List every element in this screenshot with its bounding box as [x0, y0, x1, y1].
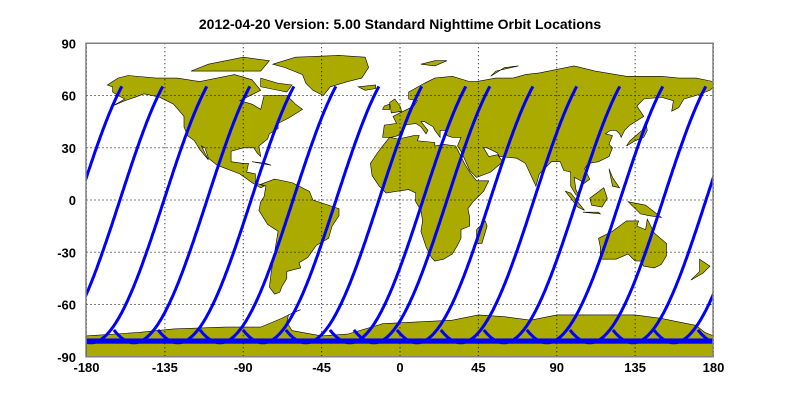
land-sumatra	[564, 190, 585, 211]
orbit-tracks	[0, 85, 800, 345]
figure-title: 2012-04-20 Version: 5.00 Standard Nightt…	[199, 16, 601, 32]
y-axis-ticks: 90 60 30 0 -30 -60 -90	[57, 36, 76, 365]
x-tick-label: 180	[703, 360, 725, 375]
plot-frame	[85, 42, 714, 358]
x-tick-label: -135	[152, 360, 178, 375]
orbit-track	[785, 86, 800, 342]
orbit-track-band	[86, 338, 713, 344]
land-new-guinea	[627, 201, 663, 218]
x-tick-label: 45	[471, 360, 485, 375]
land-britain	[389, 98, 403, 114]
y-tick-label: 90	[62, 36, 76, 51]
land-south-america	[258, 178, 340, 295]
land-new-zealand	[690, 258, 711, 281]
land-arctic-islands	[190, 56, 270, 72]
land-svalbard	[420, 60, 448, 67]
land-cuba	[251, 161, 272, 166]
land-iceland	[357, 84, 376, 91]
orbit-track	[652, 291, 713, 345]
x-tick-label: -90	[234, 360, 253, 375]
land-java	[582, 211, 602, 215]
y-tick-label: -30	[57, 245, 76, 260]
land-philippines	[608, 168, 621, 189]
orbit-track	[86, 85, 165, 299]
y-tick-label: 0	[69, 193, 76, 208]
x-tick-label: 90	[550, 360, 564, 375]
land-eurasia	[382, 65, 713, 198]
land-madagascar	[476, 220, 488, 244]
x-tick-label: 0	[396, 360, 403, 375]
x-tick-label: -180	[73, 360, 99, 375]
land-novaya-zemlya	[490, 65, 519, 77]
y-tick-label: -60	[57, 298, 76, 313]
land-borneo	[589, 187, 608, 208]
x-tick-label: 135	[624, 360, 646, 375]
orbit-track	[611, 173, 713, 345]
y-tick-label: -90	[57, 350, 76, 365]
land-australia	[598, 218, 667, 269]
orbit-track	[0, 86, 36, 342]
orbit-track	[86, 85, 124, 184]
land-baffin	[260, 77, 293, 93]
land-greenland	[271, 55, 369, 96]
y-tick-label: 30	[62, 141, 76, 156]
y-tick-label: 60	[62, 89, 76, 104]
x-axis-ticks: -180 -135 -90 -45 0 45 90 135 180	[73, 360, 724, 375]
orbit-track	[741, 86, 800, 342]
land-ireland	[382, 103, 390, 110]
x-tick-label: -45	[312, 360, 331, 375]
